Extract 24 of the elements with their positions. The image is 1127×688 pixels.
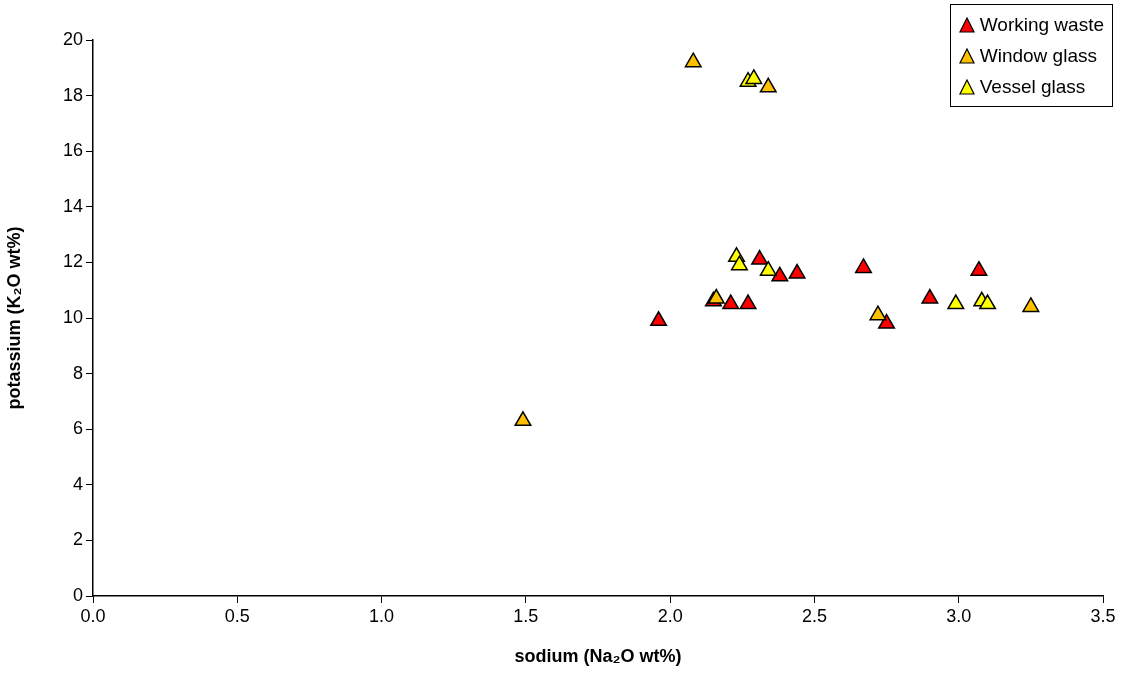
y-axis-title: potassium (K₂O wt%) (3, 226, 24, 410)
x-tick-label: 3.5 (1090, 605, 1116, 626)
x-tick-label: 0.0 (80, 605, 106, 626)
y-tick-label: 14 (62, 195, 83, 216)
y-tick-label: 2 (72, 529, 83, 550)
y-tick-label: 0 (72, 584, 83, 605)
y-tick-label: 10 (62, 306, 83, 327)
y-tick-label: 18 (62, 84, 83, 105)
y-tick-label: 12 (62, 251, 83, 272)
x-axis-title: sodium (Na₂O wt%) (514, 646, 682, 667)
x-tick-label: 0.5 (224, 605, 250, 626)
y-tick-label: 6 (72, 418, 83, 439)
legend-label: Vessel glass (979, 75, 1086, 99)
x-tick-label: 1.5 (513, 605, 539, 626)
y-tick-label: 4 (72, 473, 83, 494)
x-tick-label: 3.0 (946, 605, 972, 626)
x-tick-label: 1.0 (369, 605, 395, 626)
x-tick-label: 2.0 (657, 605, 683, 626)
legend-label: Window glass (979, 44, 1097, 68)
legend-label: Working waste (979, 13, 1104, 37)
x-tick-label: 2.5 (801, 605, 827, 626)
y-tick-label: 16 (62, 140, 83, 161)
y-tick-label: 20 (62, 28, 83, 49)
y-tick-label: 8 (72, 362, 83, 383)
